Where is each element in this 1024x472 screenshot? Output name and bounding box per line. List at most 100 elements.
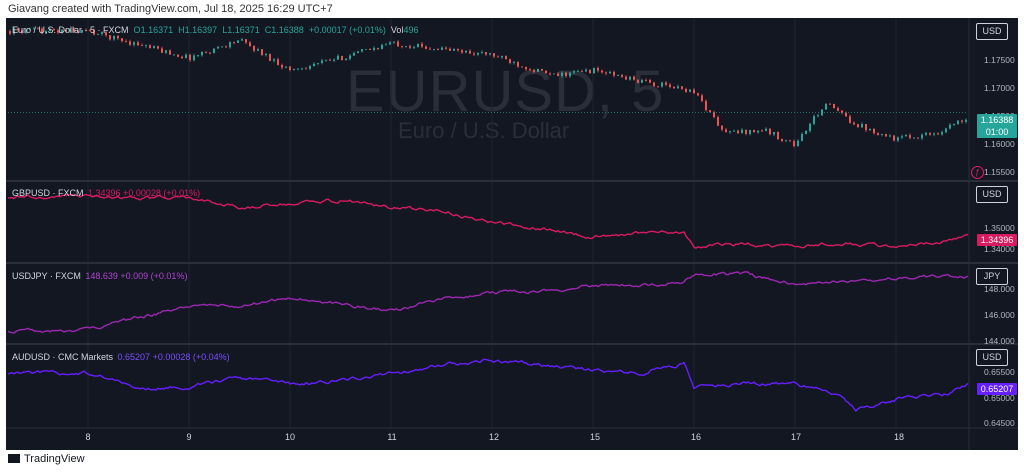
scale-lock-icon[interactable]: ƒ — [971, 166, 984, 179]
candle-body — [265, 54, 267, 56]
candle-body — [389, 42, 391, 45]
candle-body — [573, 71, 575, 73]
candle-body — [757, 130, 759, 133]
candle-body — [697, 93, 699, 96]
candle-body — [521, 66, 523, 68]
candle-body — [361, 49, 363, 52]
candle-body — [65, 29, 67, 32]
candle-body — [765, 128, 767, 131]
candle-body — [205, 51, 207, 53]
candle-body — [457, 48, 459, 51]
candle-body — [949, 124, 951, 129]
candle-body — [157, 46, 159, 49]
candle-body — [789, 140, 791, 142]
candle-body — [465, 50, 467, 53]
candle-body — [577, 71, 579, 72]
candle-body — [189, 54, 191, 61]
candle-body — [805, 130, 807, 135]
watermark-symbol: EURUSD, 5 — [346, 59, 665, 124]
y-tick-label: 144.000 — [984, 336, 1015, 346]
legend-volume: 496 — [403, 25, 419, 35]
candle-body — [481, 52, 483, 53]
candle-body — [509, 59, 511, 63]
candle-body — [105, 32, 107, 36]
currency-unit-jpy[interactable]: JPY — [976, 268, 1008, 285]
candle-body — [41, 28, 43, 34]
candle-body — [733, 130, 735, 132]
chart-credit: Giavang created with TradingView.com, Ju… — [8, 3, 333, 15]
candle-body — [557, 73, 559, 77]
candle-body — [69, 28, 71, 32]
candle-body — [537, 68, 539, 72]
candle-body — [961, 120, 963, 122]
chart-canvas[interactable] — [6, 18, 1018, 450]
candle-body — [37, 28, 39, 30]
candle-body — [653, 82, 655, 87]
candle-body — [193, 55, 195, 61]
candle-body — [889, 135, 891, 137]
candle-body — [841, 110, 843, 113]
candle-body — [293, 69, 295, 71]
candle-body — [869, 128, 871, 131]
chart-area[interactable]: EURUSD, 5 Euro / U.S. Dollar Euro / U.S.… — [6, 18, 1018, 450]
candle-body — [353, 53, 355, 56]
candle-body — [73, 28, 75, 31]
candle-body — [141, 45, 143, 46]
candle-body — [441, 47, 443, 51]
candle-body — [873, 128, 875, 134]
candle-body — [561, 72, 563, 77]
tradingview-logo-icon — [8, 454, 20, 463]
candle-body — [313, 63, 315, 67]
candle-body — [289, 66, 291, 71]
candle-body — [809, 123, 811, 131]
candle-body — [917, 137, 919, 139]
candle-body — [53, 29, 55, 31]
pane-legend-audusd[interactable]: AUDUSD · CMC Markets 0.65207 +0.00028 (+… — [12, 352, 230, 362]
candle-body — [649, 80, 651, 83]
candle-body — [385, 44, 387, 46]
legend-symbol: AUDUSD · CMC Markets — [12, 352, 114, 362]
candle-body — [25, 29, 27, 33]
candle-body — [937, 133, 939, 135]
candle-body — [625, 76, 627, 80]
price-tag-eurusd: 1.16388 01:00 — [977, 114, 1017, 138]
x-tick-label: 16 — [690, 432, 702, 442]
currency-unit-usd[interactable]: USD — [976, 23, 1008, 40]
candle-body — [297, 68, 299, 70]
candle-body — [605, 72, 607, 74]
candle-body — [769, 128, 771, 135]
candle-body — [477, 52, 479, 55]
pane-legend-eurusd[interactable]: Euro / U.S. Dollar · 5 · FXCM O1.16371 H… — [12, 25, 419, 35]
candle-body — [857, 124, 859, 128]
candle-body — [617, 75, 619, 76]
candle-body — [169, 50, 171, 55]
candle-body — [33, 28, 35, 30]
candle-body — [553, 73, 555, 75]
pane-legend-gbpusd[interactable]: GBPUSD · FXCM 1.34396 +0.00028 (+0.01%) — [12, 188, 200, 198]
tradingview-logo[interactable]: TradingView — [8, 453, 85, 465]
candle-body — [85, 30, 87, 31]
candle-body — [965, 119, 967, 122]
candle-body — [681, 86, 683, 89]
candle-body — [349, 55, 351, 59]
candle-body — [61, 29, 63, 33]
candle-body — [237, 40, 239, 43]
candle-body — [589, 69, 591, 74]
candle-body — [801, 134, 803, 141]
currency-unit-usd[interactable]: USD — [976, 186, 1008, 203]
candle-body — [397, 41, 399, 47]
currency-unit-usd[interactable]: USD — [976, 349, 1008, 366]
candle-body — [905, 135, 907, 137]
candle-body — [513, 62, 515, 64]
candle-body — [201, 51, 203, 56]
candle-body — [533, 69, 535, 72]
candle-body — [661, 82, 663, 87]
legend-open: 1.16371 — [140, 25, 174, 35]
candle-body — [81, 30, 83, 33]
candle-body — [473, 53, 475, 55]
candle-body — [665, 82, 667, 85]
candle-body — [597, 68, 599, 71]
candle-body — [781, 139, 783, 142]
pane-legend-usdjpy[interactable]: USDJPY · FXCM 148.639 +0.009 (+0.01%) — [12, 271, 187, 281]
price-tag-value: 1.16388 — [980, 115, 1014, 125]
